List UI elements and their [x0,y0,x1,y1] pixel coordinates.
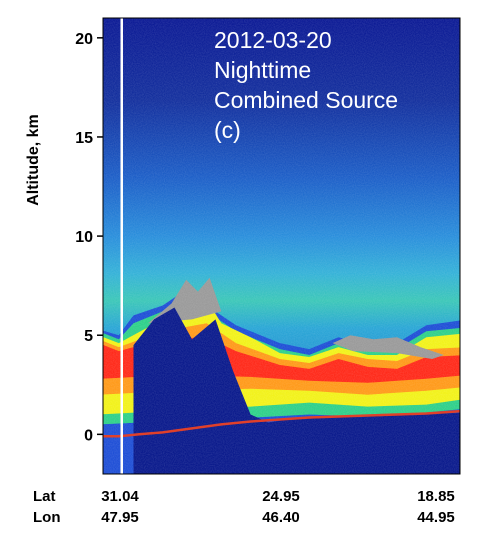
annotation-line: Nighttime [214,57,311,83]
annotation-line: Combined Source [214,87,398,113]
x-tick-label: 31.04 [101,488,139,505]
y-axis-title: Altitude, km [25,114,42,206]
x-row-header: Lat [33,488,56,505]
x-tick-label: 44.95 [417,509,455,526]
annotation-line: 2012-03-20 [214,27,332,53]
y-tick-label: 15 [75,130,93,147]
annotation-block: 2012-03-20 Nighttime Combined Source (c) [214,27,398,143]
x-tick-label: 46.40 [262,509,300,526]
y-axis: 0 5 10 15 20 [75,31,103,444]
y-tick-label: 0 [84,427,93,444]
y-tick-label: 20 [75,31,93,48]
y-tick-label: 10 [75,229,93,246]
x-tick-label: 47.95 [101,509,139,526]
y-tick-label: 5 [84,328,93,345]
x-row-header: Lon [33,509,61,526]
x-axis-rows: Lat 31.04 24.95 18.85 Lon 47.95 46.40 44.95 [33,488,455,526]
surface-line [103,409,460,438]
plot-area [103,18,460,474]
x-tick-label: 18.85 [417,488,455,505]
annotation-line: (c) [214,117,241,143]
x-tick-label: 24.95 [262,488,300,505]
speckle-overlay [103,18,460,474]
plot-frame [102,17,461,475]
